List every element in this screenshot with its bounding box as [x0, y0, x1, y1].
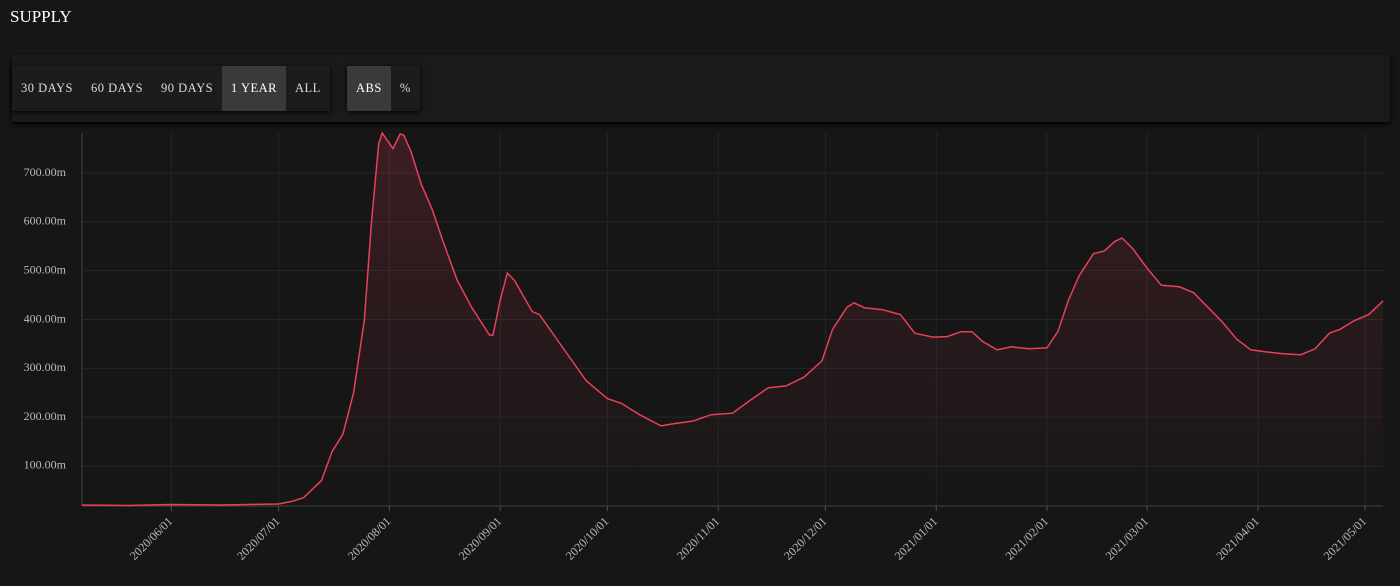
mode-group: ABS% — [347, 66, 420, 111]
y-tick-label: 500.00m — [24, 262, 67, 276]
x-tick-label: 2021/01/01 — [892, 514, 941, 563]
x-tick-label: 2020/09/01 — [456, 514, 505, 563]
x-tick-label: 2021/02/01 — [1003, 514, 1052, 563]
y-tick-label: 100.00m — [24, 458, 67, 472]
toggle-button[interactable]: 30 DAYS — [12, 66, 83, 111]
line — [81, 131, 1384, 507]
toolbar: 30 DAYS 60 DAYS 90 DAYS 1 YEAR ALL ABS% — [12, 55, 1390, 122]
x-tick-label: 2021/05/01 — [1321, 514, 1370, 563]
toggle-button[interactable]: 60 DAYS — [82, 66, 153, 111]
x-tick-label: 2020/12/01 — [781, 514, 830, 563]
x-tick-label: 2021/03/01 — [1103, 514, 1152, 563]
x-tick-label: 2020/07/01 — [234, 514, 283, 563]
x-tick-label: 2021/04/01 — [1213, 514, 1262, 563]
y-tick-label: 200.00m — [24, 409, 67, 423]
x-tick-label: 2020/06/01 — [127, 514, 176, 563]
area — [82, 133, 1383, 506]
toggle-button[interactable]: ALL — [286, 66, 330, 111]
y-tick-label: 400.00m — [24, 311, 67, 325]
y-tick-label: 600.00m — [24, 214, 67, 228]
toggle-button[interactable]: 90 DAYS — [152, 66, 223, 111]
toggle-button[interactable]: ABS — [347, 66, 391, 111]
toggle-button[interactable]: 1 YEAR — [222, 66, 286, 111]
x-tick-label: 2020/08/01 — [345, 514, 394, 563]
x-tick-label: 2020/11/01 — [674, 514, 722, 562]
y-tick-label: 700.00m — [24, 165, 67, 179]
x-tick-label: 2020/10/01 — [563, 514, 612, 563]
range-group: 30 DAYS 60 DAYS 90 DAYS 1 YEAR ALL — [12, 66, 330, 111]
y-tick-label: 300.00m — [24, 360, 67, 374]
toggle-button[interactable]: % — [390, 66, 420, 111]
page-title: SUPPLY — [10, 7, 72, 26]
